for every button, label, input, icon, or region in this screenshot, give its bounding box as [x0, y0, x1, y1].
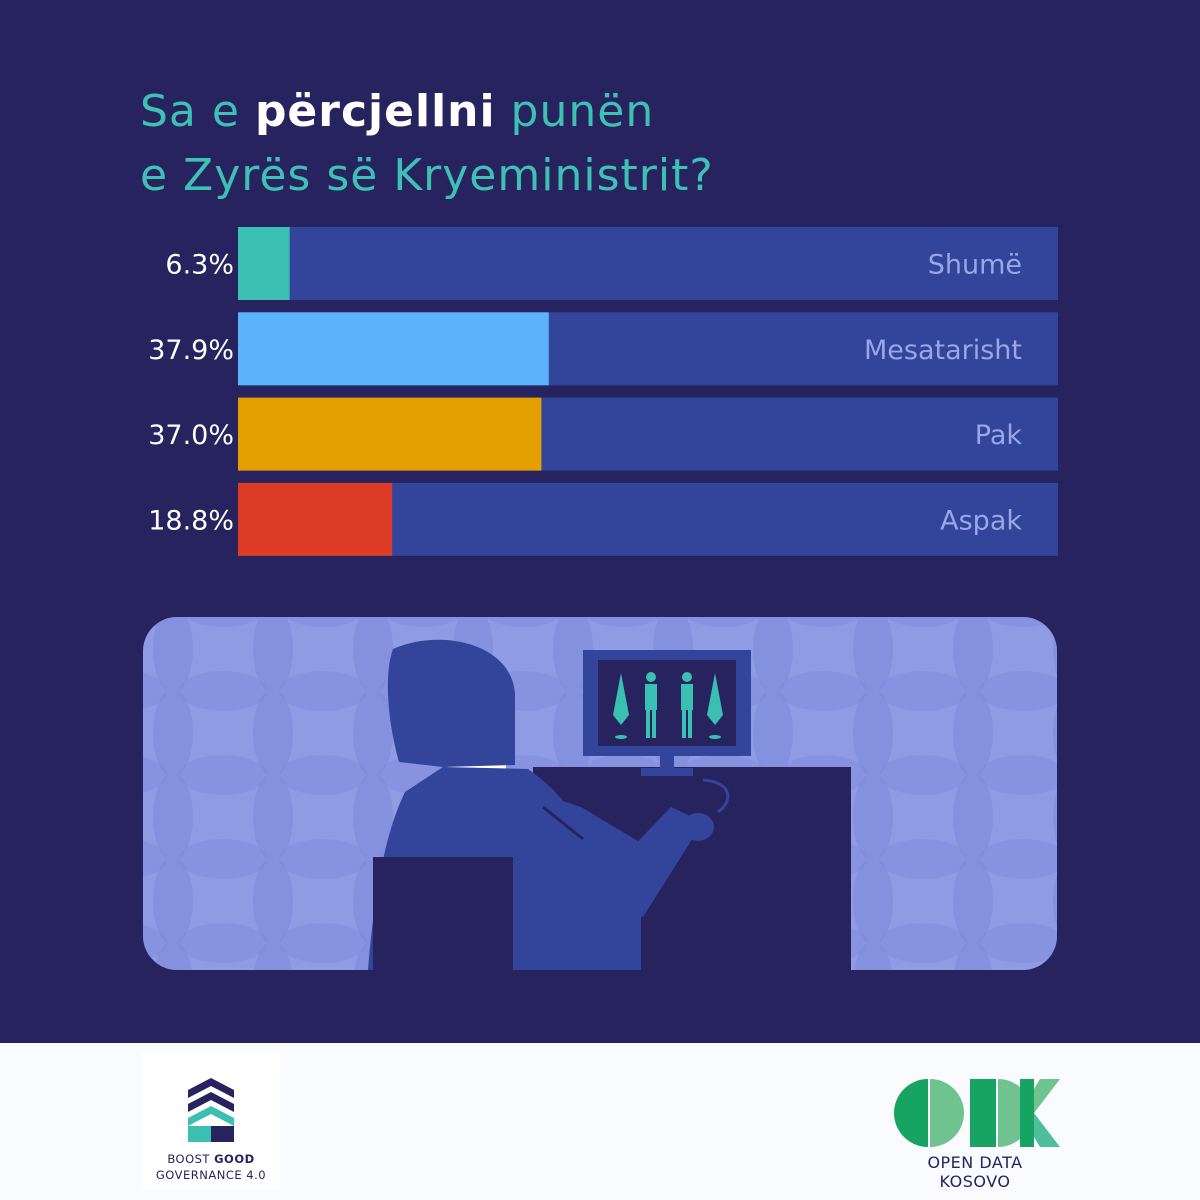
odk-letters-icon	[894, 1079, 1060, 1147]
mouse-cable	[702, 778, 730, 814]
bar-track	[238, 227, 1058, 300]
head-hair	[387, 639, 515, 767]
illustration-person-at-computer	[143, 617, 1057, 970]
monitor-neck	[660, 756, 674, 768]
screen-figures-icon	[613, 672, 723, 739]
hand	[682, 813, 714, 841]
chart-title: Sa e përcjellni punën e Zyrës së Kryemin…	[140, 80, 714, 208]
bar-chart: 6.3% Shumë 37.9% Mesatarisht 37.0% Pak 18.8% As…	[148, 227, 1058, 556]
title-part-1: Sa e	[140, 86, 255, 137]
chart-panel: Sa e përcjellni punën e Zyrës së Kryemin…	[140, 80, 1058, 970]
chevron-building-icon	[188, 1078, 234, 1142]
value-label-2: 37.9%	[148, 335, 234, 366]
value-label-4: 18.8%	[148, 505, 234, 536]
bgg-line-2: GOVERNANCE 4.0	[155, 1168, 267, 1182]
bar-4	[238, 482, 393, 556]
bar-2	[238, 312, 549, 386]
bar-3	[238, 397, 542, 471]
title-emphasis: përcjellni	[254, 86, 496, 137]
arm-shadow	[542, 805, 584, 841]
odk-logo: OPEN DATA KOSOVO	[890, 1075, 1060, 1191]
chair-back	[373, 857, 513, 970]
title-part-3: punën	[495, 86, 655, 137]
bgg-line-1b: GOOD	[214, 1152, 255, 1166]
category-label-2: Mesatarisht	[864, 335, 1022, 366]
bgg-line-1a: BOOST	[167, 1152, 215, 1166]
bar-1	[238, 227, 290, 300]
monitor-base	[641, 768, 693, 776]
value-label-3: 37.0%	[148, 420, 234, 451]
value-label-1: 6.3%	[165, 250, 234, 281]
odk-name: OPEN DATA KOSOVO	[927, 1153, 1023, 1191]
category-label-3: Pak	[975, 420, 1023, 451]
category-label-4: Aspak	[940, 505, 1022, 536]
boost-good-governance-logo: BOOST GOOD GOVERNANCE 4.0	[142, 1052, 280, 1190]
illustration-svg	[143, 617, 1057, 970]
category-label-1: Shumë	[928, 250, 1022, 281]
bgg-line-1: BOOST GOOD	[142, 1152, 280, 1166]
title-line-2: e Zyrës së Kryeministrit?	[140, 150, 714, 201]
footer: BOOST GOOD GOVERNANCE 4.0 OPEN DATA KOSO…	[0, 1043, 1200, 1200]
